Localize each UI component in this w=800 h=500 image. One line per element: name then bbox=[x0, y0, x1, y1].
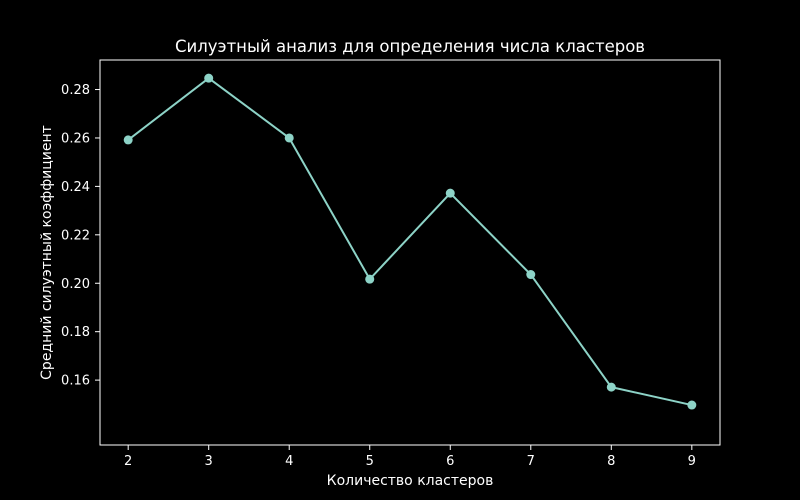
axes-frame bbox=[99, 59, 721, 446]
y-tick-label: 0.18 bbox=[61, 325, 90, 340]
data-point bbox=[123, 135, 133, 145]
y-axis-title: Средний силуэтный коэффициент bbox=[39, 125, 55, 380]
data-point bbox=[365, 274, 375, 284]
x-tick-label: 7 bbox=[527, 454, 535, 469]
data-point bbox=[284, 133, 294, 143]
x-tick-label: 4 bbox=[285, 454, 293, 469]
x-tick-label: 3 bbox=[205, 454, 213, 469]
y-tick-label: 0.20 bbox=[61, 277, 90, 292]
series-line bbox=[127, 77, 693, 407]
x-tick-label: 2 bbox=[124, 454, 132, 469]
y-tick-label: 0.22 bbox=[61, 228, 90, 243]
chart-title: Силуэтный анализ для определения числа к… bbox=[175, 37, 645, 56]
plot-area bbox=[123, 73, 697, 410]
data-point bbox=[445, 188, 455, 198]
data-point bbox=[526, 270, 536, 280]
data-point bbox=[204, 73, 214, 83]
y-tick-label: 0.26 bbox=[61, 131, 90, 146]
x-tick-label: 9 bbox=[688, 454, 696, 469]
y-tick-label: 0.28 bbox=[61, 83, 90, 98]
data-point bbox=[606, 382, 616, 392]
y-tick-label: 0.24 bbox=[61, 180, 90, 195]
x-tick-label: 6 bbox=[446, 454, 454, 469]
x-axis-title: Количество кластеров bbox=[327, 473, 494, 489]
y-tick-label: 0.16 bbox=[61, 374, 90, 389]
x-tick-label: 5 bbox=[366, 454, 374, 469]
data-point bbox=[687, 400, 697, 410]
x-tick-label: 8 bbox=[607, 454, 615, 469]
